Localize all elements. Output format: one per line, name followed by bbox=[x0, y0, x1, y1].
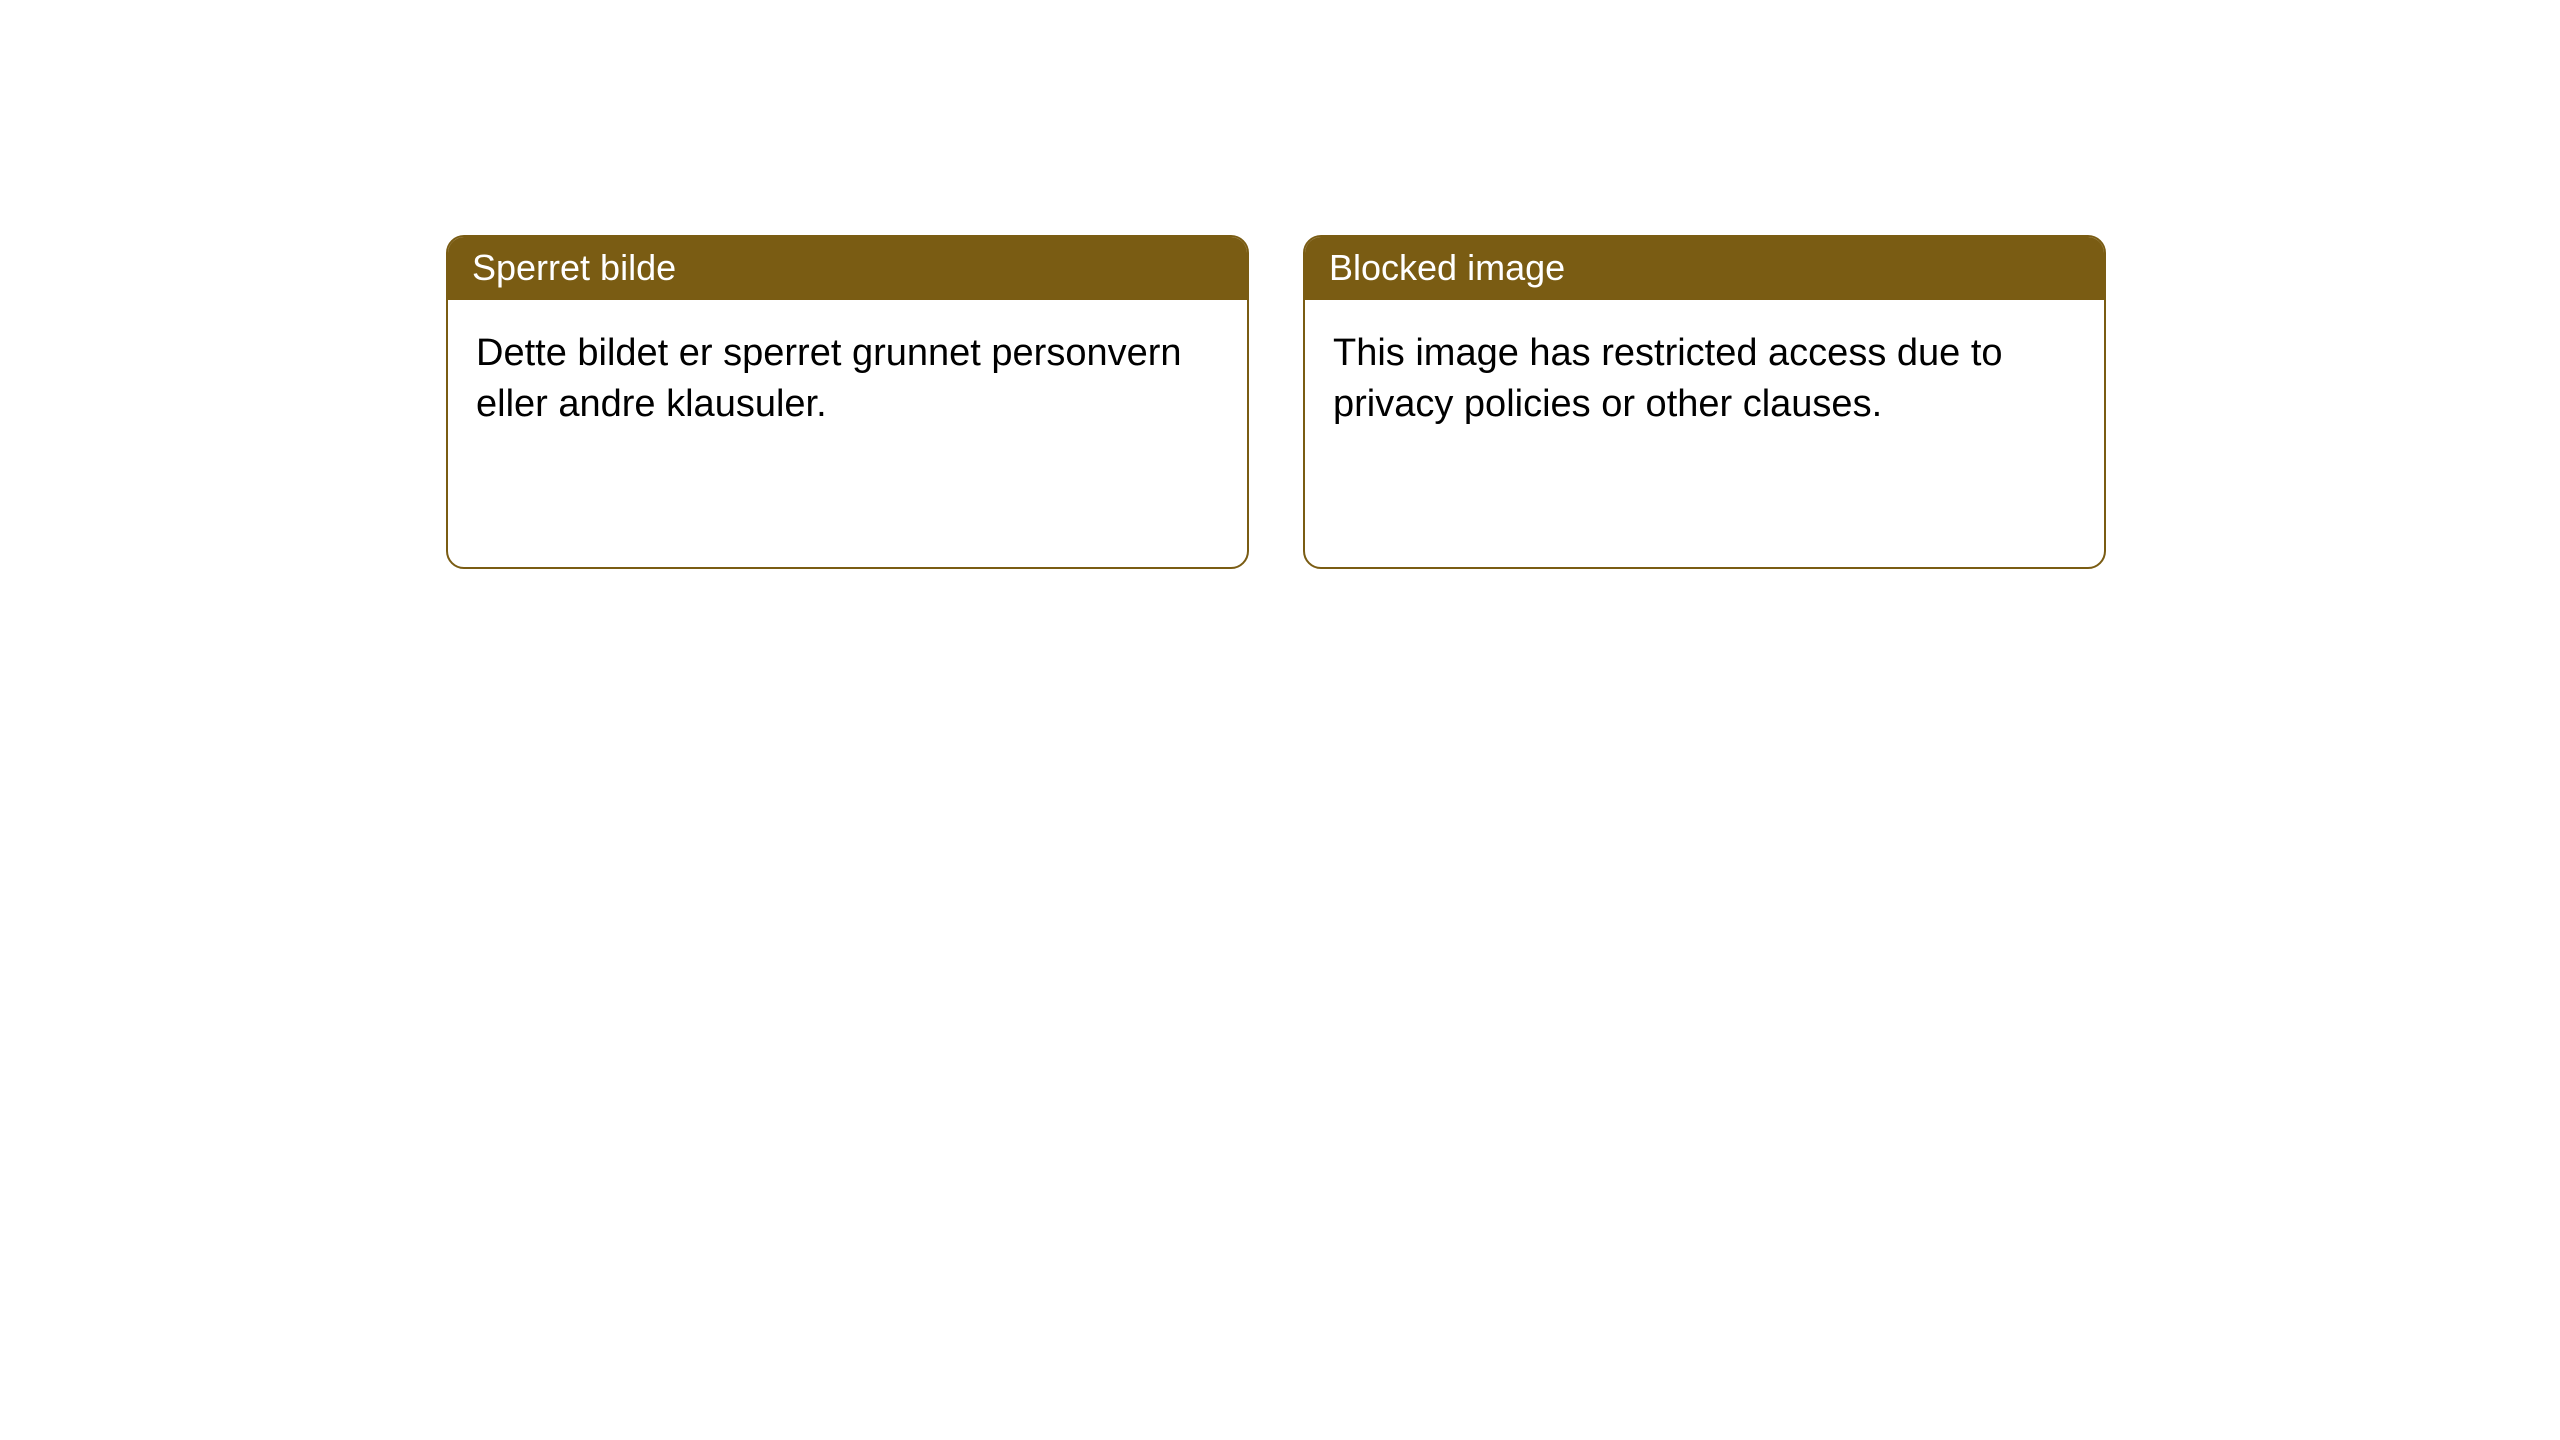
notice-card-norwegian: Sperret bilde Dette bildet er sperret gr… bbox=[446, 235, 1249, 569]
notice-container: Sperret bilde Dette bildet er sperret gr… bbox=[0, 0, 2560, 569]
notice-card-english: Blocked image This image has restricted … bbox=[1303, 235, 2106, 569]
notice-header: Blocked image bbox=[1305, 237, 2104, 300]
notice-header: Sperret bilde bbox=[448, 237, 1247, 300]
notice-body: Dette bildet er sperret grunnet personve… bbox=[448, 300, 1247, 451]
notice-body: This image has restricted access due to … bbox=[1305, 300, 2104, 451]
